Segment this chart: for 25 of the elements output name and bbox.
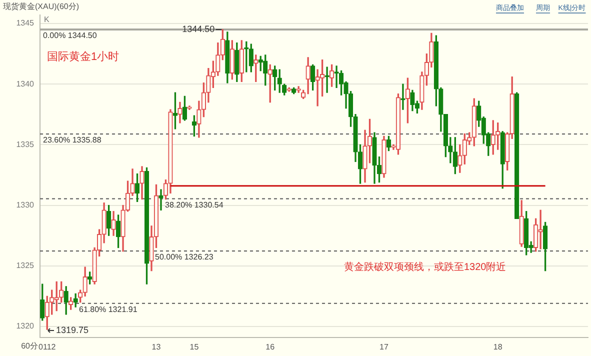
annotation: 1319.75: [56, 325, 89, 336]
ref-line-label: 50.00% 1326.23: [155, 252, 214, 262]
annotation: K: [44, 15, 50, 24]
x-tick-label: 0112: [38, 342, 56, 352]
ref-line-label: 61.80% 1321.91: [79, 305, 138, 314]
candlestick: [158, 189, 164, 210]
y-tick-label: 1335: [16, 140, 35, 149]
x-tick-label: 18: [493, 342, 503, 352]
annotation: 国际黄金1小时: [47, 50, 120, 64]
x-tick-label: 17: [380, 342, 389, 352]
chart-title: 现货黄金(XAU)(60分): [3, 2, 80, 12]
ref-line-label: 23.60% 1335.88: [43, 136, 102, 145]
y-tick-label: 1340: [16, 79, 35, 88]
annotation: 1344.50: [182, 24, 215, 34]
y-tick-label: 1320: [16, 322, 35, 331]
y-tick-label: 1345: [16, 18, 35, 28]
annotation: 黄金跌破双项颈线，或跌至1320附近: [344, 260, 506, 273]
y-tick-label: 1330: [16, 200, 35, 210]
ref-line-label: 0.00% 1344.50: [43, 31, 98, 40]
ref-line-label: 38.20% 1330.54: [165, 200, 224, 210]
x-axis-title: 60分: [21, 342, 38, 351]
y-tick-label: 1325: [16, 261, 35, 270]
x-tick-label: 16: [266, 342, 276, 352]
x-tick-label: 15: [190, 342, 200, 352]
x-tick-label: 13: [152, 342, 162, 352]
